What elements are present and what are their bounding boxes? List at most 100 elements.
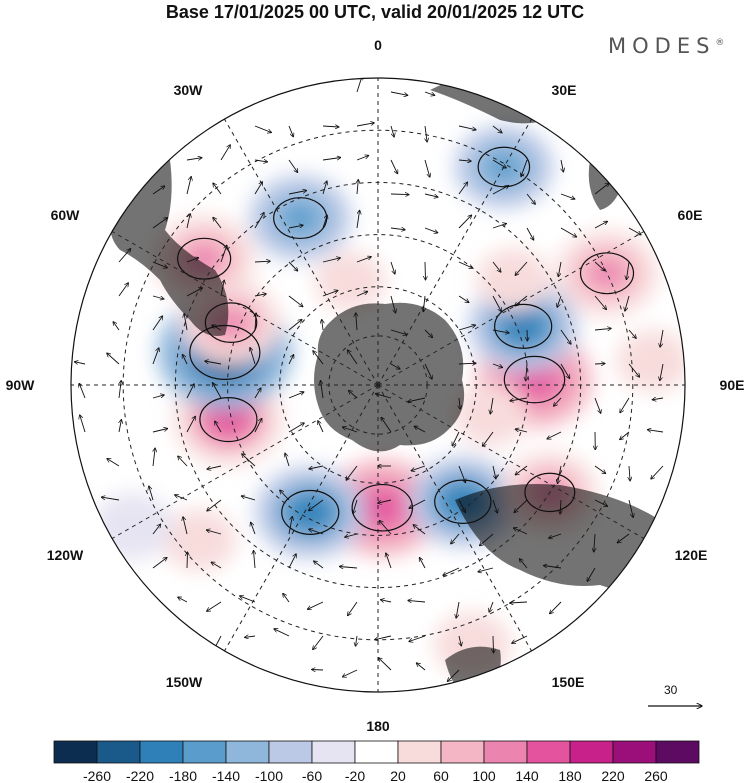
wind-arrow-214 bbox=[519, 559, 528, 569]
meridian-60 bbox=[377, 384, 645, 539]
wind-arrow-223 bbox=[381, 600, 392, 602]
wind-arrow-155 bbox=[107, 459, 120, 467]
wind-arrow-222 bbox=[348, 601, 358, 616]
wind-arrow-77 bbox=[423, 295, 425, 312]
wind-arrow-33 bbox=[492, 186, 509, 195]
legend-tick-2: -180 bbox=[169, 768, 197, 783]
wind-arrow-45 bbox=[424, 227, 438, 233]
wind-arrow-125 bbox=[288, 392, 304, 399]
wind-arrow-197 bbox=[451, 533, 460, 544]
wind-arrow-49 bbox=[560, 227, 577, 237]
wind-arrow-215 bbox=[543, 566, 562, 569]
wind-arrow-154 bbox=[647, 430, 664, 432]
wind-arrow-1 bbox=[390, 91, 408, 95]
wind-arrow-32 bbox=[458, 182, 468, 195]
wind-arrow-126 bbox=[321, 381, 324, 399]
wind-arrow-237 bbox=[493, 635, 494, 653]
wind-arrow-31 bbox=[424, 193, 438, 197]
wind-arrow-227 bbox=[510, 602, 528, 603]
wind-arrow-71 bbox=[220, 280, 224, 297]
lon-label-120w: 120W bbox=[47, 547, 84, 563]
legend-box-4 bbox=[225, 740, 270, 764]
wind-arrow-46 bbox=[458, 215, 472, 229]
wind-arrow-190 bbox=[206, 530, 222, 535]
lon-label-90w: 90W bbox=[6, 377, 36, 393]
wind-arrow-86 bbox=[184, 314, 188, 331]
anomaly-core-5 bbox=[589, 259, 625, 288]
wind-arrow-76 bbox=[390, 295, 396, 313]
contour-4 bbox=[494, 303, 553, 349]
anomaly-field bbox=[93, 125, 685, 677]
lon-label-60e: 60E bbox=[678, 207, 703, 223]
wind-arrow-186 bbox=[594, 499, 608, 506]
wind-arrow-209 bbox=[339, 567, 358, 569]
wind-arrow-99 bbox=[628, 329, 636, 338]
legend-box-9 bbox=[440, 740, 485, 764]
wind-arrow-148 bbox=[452, 431, 460, 446]
wind-arrow-111 bbox=[424, 363, 432, 379]
wind-arrow-27 bbox=[288, 191, 307, 195]
wind-arrow-39 bbox=[213, 217, 222, 229]
wind-arrow-225 bbox=[456, 601, 460, 618]
wind-arrow-87 bbox=[212, 325, 222, 331]
wind-arrow-16 bbox=[356, 156, 369, 161]
meridian-120 bbox=[377, 231, 645, 386]
legend-tick-4: -100 bbox=[255, 768, 283, 783]
wind-arrow-121 bbox=[152, 395, 164, 399]
wind-arrow-62 bbox=[458, 261, 473, 268]
wind-arrow-15 bbox=[322, 158, 341, 161]
wind-arrow-151 bbox=[547, 431, 562, 439]
meridian-240 bbox=[111, 231, 379, 386]
wind-arrow-143 bbox=[288, 423, 304, 433]
wind-arrow-36 bbox=[594, 183, 609, 195]
legend-tick-13: 260 bbox=[644, 768, 668, 783]
wind-arrow-56 bbox=[254, 261, 270, 262]
contour-13 bbox=[177, 237, 232, 280]
anomaly-core-8 bbox=[291, 497, 329, 528]
wind-arrow-67 bbox=[626, 261, 630, 280]
wind-arrow-22 bbox=[561, 159, 563, 172]
wind-arrow-131 bbox=[490, 397, 494, 414]
wind-arrow-70 bbox=[186, 288, 203, 297]
wind-arrow-116 bbox=[594, 364, 605, 365]
wind-arrow-104 bbox=[182, 354, 188, 365]
wind-arrow-218 bbox=[207, 601, 222, 611]
meridian-210 bbox=[224, 118, 379, 386]
new-zealand bbox=[445, 646, 501, 692]
legend-tick-3: -140 bbox=[212, 768, 240, 783]
legend-tick-0: -260 bbox=[83, 768, 111, 783]
wind-arrow-133 bbox=[554, 397, 562, 406]
wind-arrow-13 bbox=[254, 160, 268, 162]
wind-arrow-61 bbox=[425, 261, 426, 280]
legend-tick-12: 220 bbox=[601, 768, 625, 783]
wind-arrow-233 bbox=[356, 635, 358, 646]
australia bbox=[455, 484, 683, 592]
contour-6 bbox=[477, 146, 531, 188]
lon-label-0: 0 bbox=[374, 37, 382, 53]
wind-arrow-160 bbox=[285, 453, 290, 467]
wind-arrow-166 bbox=[492, 465, 496, 479]
wind-arrow-157 bbox=[178, 456, 188, 467]
wind-arrow-169 bbox=[594, 465, 606, 474]
wind-arrow-178 bbox=[309, 499, 324, 511]
wind-arrow-212 bbox=[443, 567, 460, 575]
wind-arrow-129 bbox=[408, 397, 426, 402]
meridian-30 bbox=[377, 384, 532, 652]
wind-arrow-79 bbox=[492, 295, 501, 312]
wind-arrow-83 bbox=[625, 295, 630, 311]
wind-arrow-211 bbox=[419, 558, 426, 569]
meridian-150 bbox=[377, 118, 532, 386]
wind-arrow-124 bbox=[254, 388, 261, 399]
reference-vector-label: 30 bbox=[664, 683, 678, 697]
wind-arrow-149 bbox=[483, 431, 494, 446]
wind-arrow-173 bbox=[149, 486, 154, 501]
wind-arrow-172 bbox=[101, 497, 120, 501]
wind-arrow-239 bbox=[312, 670, 324, 671]
wind-arrow-213 bbox=[478, 567, 494, 572]
contour-11 bbox=[189, 324, 261, 380]
legend-box-10 bbox=[483, 740, 528, 764]
wind-arrow-165 bbox=[458, 465, 466, 483]
wind-arrow-189 bbox=[183, 517, 188, 535]
wind-arrow-164 bbox=[411, 465, 426, 471]
wind-arrow-7 bbox=[390, 125, 394, 137]
